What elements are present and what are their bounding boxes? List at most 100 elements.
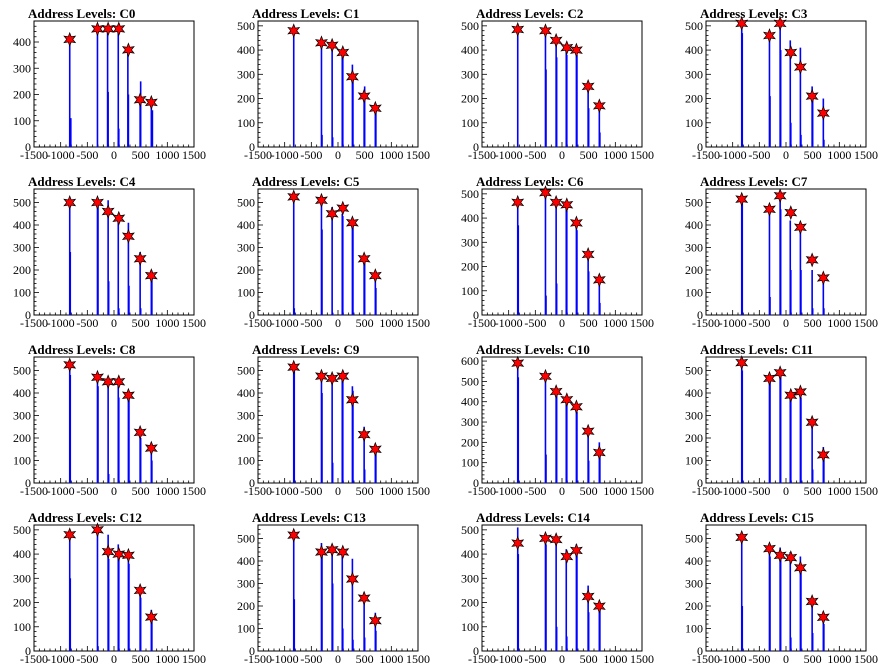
peak-marker bbox=[287, 23, 301, 39]
histogram-bar bbox=[811, 308, 814, 315]
histogram-plot: 0 100 200 300 400 500 -1500-1000 -500 0 500 1000 15… bbox=[13, 188, 206, 330]
peak-marker bbox=[735, 15, 749, 31]
histogram-bar bbox=[811, 96, 814, 147]
peak-marker bbox=[90, 195, 104, 210]
x-tick-label: -500 bbox=[76, 316, 98, 330]
histogram-plot: 0 100 200 300 400 500 -1500-1000 -500 0 500 1000 15… bbox=[685, 188, 878, 330]
plot-frame bbox=[257, 188, 419, 316]
histogram-panel: Address Levels: C0 0 100 200 300 400 -1500 -100… bbox=[0, 0, 224, 168]
y-tick-label: 0 bbox=[249, 140, 255, 154]
x-tick-label: -1000 bbox=[47, 316, 75, 330]
histogram-panel: Address Levels: C4 0 100 200 300 400 500 -1500-… bbox=[0, 168, 224, 336]
histogram-bar bbox=[363, 258, 366, 315]
y-tick-label: 500 bbox=[13, 523, 31, 537]
x-tick-label: 500 bbox=[804, 484, 822, 498]
x-tick-label: 0 bbox=[111, 484, 117, 498]
histogram-bar bbox=[293, 599, 296, 651]
histogram-bar bbox=[517, 225, 520, 315]
histogram-bar bbox=[779, 50, 782, 148]
histogram-bar bbox=[331, 207, 333, 315]
histogram-bar bbox=[342, 216, 344, 315]
histogram-plot: 0 100 200 300 400 500 -1500-1000 -500 0 500 1000 15… bbox=[461, 19, 654, 162]
histogram-bar bbox=[127, 222, 130, 315]
histogram-bar bbox=[342, 381, 344, 483]
y-tick-label: 100 bbox=[237, 286, 255, 300]
peak-marker bbox=[793, 384, 807, 400]
chart-title: Address Levels: C6 bbox=[476, 174, 584, 189]
plot-frame bbox=[481, 356, 643, 484]
histogram-bar bbox=[151, 460, 153, 483]
y-tick-label: 400 bbox=[237, 43, 255, 57]
peak-marker bbox=[805, 594, 819, 609]
histogram-bar bbox=[769, 96, 771, 147]
histogram-bar bbox=[800, 397, 802, 483]
x-tick-label: 1000 bbox=[155, 316, 179, 330]
y-tick-label: 200 bbox=[685, 431, 703, 445]
histogram-plot: 0 100 200 300 400 500 -1500-1000 -500 0 500 1000 15… bbox=[461, 185, 654, 330]
histogram-bar bbox=[822, 98, 825, 147]
histogram-bar bbox=[375, 630, 377, 651]
peak-marker bbox=[121, 228, 135, 244]
peak-marker bbox=[314, 192, 328, 208]
peak-marker bbox=[63, 527, 77, 543]
x-tick-label: 500 bbox=[804, 652, 822, 666]
x-tick-label: 1500 bbox=[182, 316, 206, 330]
peak-marker bbox=[144, 94, 158, 110]
plot-frame bbox=[481, 20, 643, 148]
x-tick-label: -1000 bbox=[719, 484, 747, 498]
histogram-bar bbox=[127, 94, 130, 147]
x-tick-label: -500 bbox=[748, 484, 770, 498]
x-tick-label: -500 bbox=[76, 652, 98, 666]
x-tick-label: 0 bbox=[111, 316, 117, 330]
peak-marker bbox=[133, 424, 147, 440]
peak-marker bbox=[549, 532, 563, 548]
y-tick-label: 0 bbox=[25, 140, 31, 154]
x-tick-label: -1500 bbox=[692, 316, 720, 330]
y-tick-label: 0 bbox=[25, 644, 31, 658]
chart-title: Address Levels: C1 bbox=[252, 6, 360, 21]
histogram-bar bbox=[331, 137, 334, 147]
y-tick-label: 0 bbox=[473, 308, 479, 322]
x-tick-label: 1000 bbox=[379, 148, 403, 162]
histogram-bar bbox=[789, 40, 792, 148]
histogram-bar bbox=[341, 549, 344, 651]
peak-marker bbox=[368, 613, 382, 629]
y-tick-label: 0 bbox=[249, 308, 255, 322]
x-tick-label: 1000 bbox=[603, 652, 627, 666]
x-tick-label: -500 bbox=[748, 316, 770, 330]
histogram-bar bbox=[363, 426, 365, 483]
x-tick-label: -1000 bbox=[495, 484, 523, 498]
x-tick-label: -1000 bbox=[47, 148, 75, 162]
histogram-bar bbox=[587, 612, 590, 651]
histogram-bar bbox=[545, 69, 547, 147]
y-tick-label: 400 bbox=[13, 218, 31, 232]
peak-marker bbox=[805, 252, 819, 268]
peak-marker bbox=[549, 32, 563, 48]
peak-marker bbox=[144, 268, 158, 284]
chart-title: Address Levels: C8 bbox=[28, 342, 136, 357]
x-tick-label: 0 bbox=[335, 484, 341, 498]
peak-marker bbox=[581, 589, 595, 604]
histogram-bar bbox=[555, 283, 558, 315]
histogram-bar bbox=[555, 626, 558, 651]
peak-marker bbox=[90, 522, 104, 538]
y-tick-label: 300 bbox=[13, 61, 31, 75]
chart-title: Address Levels: C11 bbox=[700, 342, 814, 357]
histogram-bar bbox=[769, 556, 771, 651]
histogram-bar bbox=[69, 375, 72, 483]
peak-marker bbox=[816, 609, 830, 625]
peak-marker bbox=[368, 268, 382, 284]
histogram-bar bbox=[107, 281, 110, 315]
y-tick-label: 300 bbox=[237, 241, 255, 255]
y-tick-label: 200 bbox=[461, 260, 479, 274]
x-tick-label: -1000 bbox=[719, 652, 747, 666]
x-tick-label: 1000 bbox=[155, 148, 179, 162]
y-tick-label: 100 bbox=[13, 620, 31, 634]
peak-marker bbox=[569, 42, 583, 58]
x-tick-label: 1500 bbox=[182, 652, 206, 666]
y-tick-label: 200 bbox=[685, 599, 703, 613]
histogram-bar bbox=[555, 539, 557, 651]
histogram-bar bbox=[331, 462, 334, 483]
histogram-bar bbox=[320, 42, 323, 147]
histogram-bar bbox=[811, 270, 813, 315]
